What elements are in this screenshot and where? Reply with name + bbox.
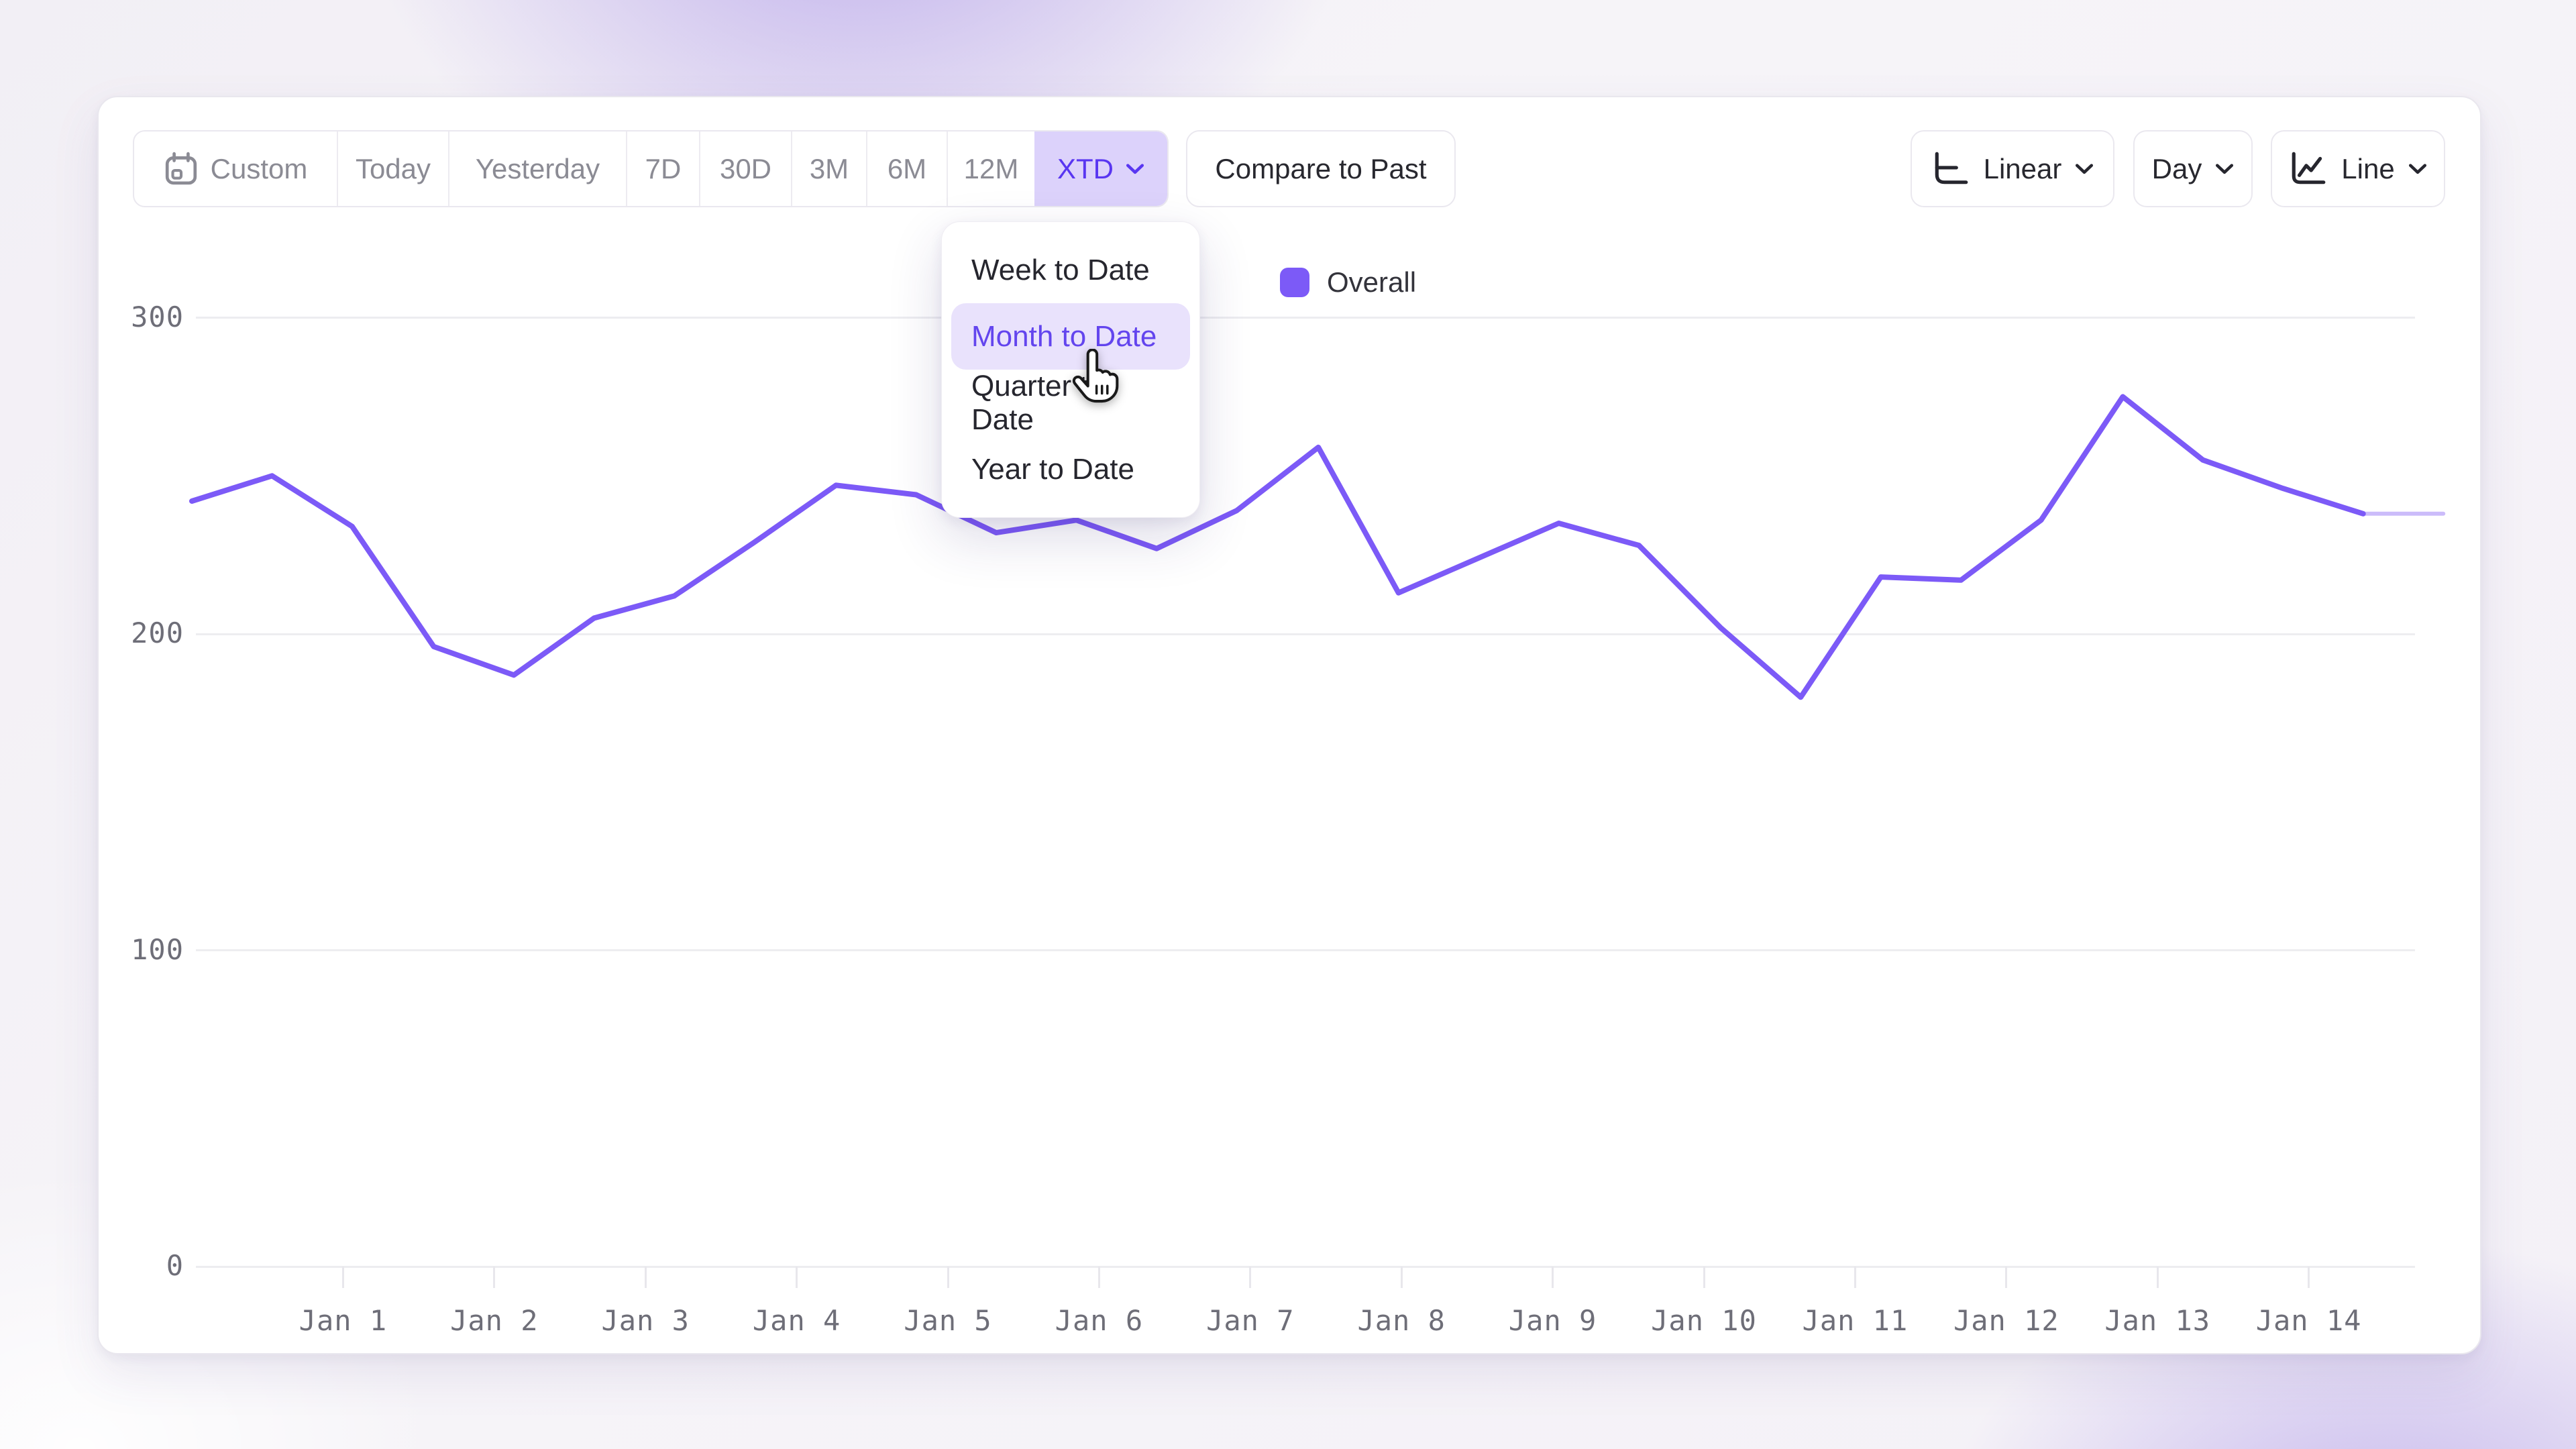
chevron-down-icon bbox=[2215, 163, 2234, 175]
x-axis-label-jan-3: Jan 3 bbox=[601, 1304, 690, 1337]
chart-type-label: Line bbox=[2341, 152, 2395, 184]
gridline-y-100 bbox=[196, 949, 2415, 951]
x-axis-label-jan-4: Jan 4 bbox=[752, 1304, 841, 1337]
x-axis-label-jan-7: Jan 7 bbox=[1206, 1304, 1295, 1337]
x-axis-tick bbox=[1703, 1267, 1705, 1288]
scale-dropdown-button[interactable]: Linear bbox=[1911, 130, 2114, 207]
x-axis-label-jan-13: Jan 13 bbox=[2104, 1304, 2211, 1337]
x-axis-label-jan-14: Jan 14 bbox=[2255, 1304, 2362, 1337]
segment-label: Custom bbox=[210, 152, 308, 184]
calendar-icon bbox=[164, 152, 199, 186]
gridline-y-0 bbox=[196, 1265, 2415, 1268]
segment-label: Yesterday bbox=[475, 152, 600, 184]
x-axis-tick bbox=[1552, 1267, 1554, 1288]
y-axis-label-100: 100 bbox=[131, 932, 184, 966]
x-axis-tick bbox=[1400, 1267, 1403, 1288]
segment-label: Today bbox=[355, 152, 431, 184]
segment-label: 12M bbox=[963, 152, 1019, 184]
x-axis-tick bbox=[493, 1267, 496, 1288]
compare-to-past-button[interactable]: Compare to Past bbox=[1186, 130, 1456, 207]
granularity-label: Day bbox=[2151, 152, 2202, 184]
x-axis-label-jan-2: Jan 2 bbox=[450, 1304, 539, 1337]
x-axis-tick bbox=[2308, 1267, 2310, 1288]
legend-swatch bbox=[1280, 268, 1309, 297]
date-range-segment-7d[interactable]: 7D bbox=[627, 131, 700, 206]
segment-label: XTD bbox=[1057, 152, 1114, 184]
x-axis-label-jan-9: Jan 9 bbox=[1508, 1304, 1597, 1337]
date-range-segment-6m[interactable]: 6M bbox=[867, 131, 948, 206]
x-axis-label-jan-1: Jan 1 bbox=[299, 1304, 388, 1337]
date-range-segment-30d[interactable]: 30D bbox=[700, 131, 792, 206]
segment-label: 30D bbox=[719, 152, 772, 184]
y-axis-label-0: 0 bbox=[166, 1249, 184, 1282]
date-range-segment-3m[interactable]: 3M bbox=[792, 131, 867, 206]
compare-to-past-label: Compare to Past bbox=[1215, 152, 1427, 184]
gridline-y-200 bbox=[196, 633, 2415, 635]
date-range-segment-xtd[interactable]: XTD bbox=[1034, 131, 1167, 206]
xtd-dropdown-menu: Week to Date Month to Date Quarter to Date… bbox=[941, 221, 1200, 518]
gridline-y-300 bbox=[196, 317, 2415, 319]
x-axis-tick bbox=[1249, 1267, 1252, 1288]
segment-label: 6M bbox=[887, 152, 927, 184]
date-range-segment-yesterday[interactable]: Yesterday bbox=[449, 131, 627, 206]
menu-item-week-to-date[interactable]: Week to Date bbox=[971, 253, 1150, 286]
chevron-down-icon bbox=[2408, 163, 2427, 175]
chart-legend[interactable]: Overall bbox=[1280, 266, 1416, 299]
granularity-dropdown-button[interactable]: Day bbox=[2133, 130, 2253, 207]
x-axis-tick bbox=[1854, 1267, 1856, 1288]
menu-item-month-to-date[interactable]: Month to Date bbox=[951, 303, 1190, 370]
chart-type-dropdown-button[interactable]: Line bbox=[2271, 130, 2445, 207]
x-axis-tick bbox=[1097, 1267, 1100, 1288]
x-axis-tick bbox=[644, 1267, 647, 1288]
legend-label: Overall bbox=[1327, 266, 1417, 298]
date-range-segment-12m[interactable]: 12M bbox=[948, 131, 1034, 206]
menu-item-year-to-date[interactable]: Year to Date bbox=[971, 452, 1134, 486]
segment-label: 7D bbox=[645, 152, 682, 184]
x-axis-label-jan-8: Jan 8 bbox=[1357, 1304, 1446, 1337]
chart-card bbox=[97, 96, 2481, 1354]
chevron-down-icon bbox=[1126, 163, 1144, 175]
line-chart-icon bbox=[2289, 151, 2328, 187]
x-axis-tick bbox=[796, 1267, 798, 1288]
x-axis-label-jan-12: Jan 12 bbox=[1953, 1304, 2059, 1337]
x-axis-tick bbox=[2156, 1267, 2159, 1288]
hand-cursor bbox=[1072, 349, 1119, 403]
date-range-segment-today[interactable]: Today bbox=[338, 131, 449, 206]
chevron-down-icon bbox=[2075, 163, 2094, 175]
date-range-segment-custom[interactable]: Custom bbox=[134, 131, 338, 206]
x-axis-label-jan-5: Jan 5 bbox=[904, 1304, 992, 1337]
y-axis-label-200: 200 bbox=[131, 616, 184, 649]
x-axis-label-jan-11: Jan 11 bbox=[1802, 1304, 1909, 1337]
menu-item-quarter-to-date[interactable]: Quarter to Date bbox=[971, 369, 1105, 436]
scale-label: Linear bbox=[1983, 152, 2062, 184]
x-axis-tick bbox=[341, 1267, 344, 1288]
date-range-segmented-control: Custom Today Yesterday 7D 30D 3M 6M 12M XTD bbox=[133, 130, 1169, 207]
x-axis-tick bbox=[947, 1267, 949, 1288]
linear-scale-icon bbox=[1931, 151, 1970, 187]
x-axis-label-jan-10: Jan 10 bbox=[1651, 1304, 1757, 1337]
x-axis-tick bbox=[2005, 1267, 2008, 1288]
x-axis-label-jan-6: Jan 6 bbox=[1055, 1304, 1144, 1337]
segment-label: 3M bbox=[809, 152, 849, 184]
y-axis-label-300: 300 bbox=[131, 300, 184, 333]
